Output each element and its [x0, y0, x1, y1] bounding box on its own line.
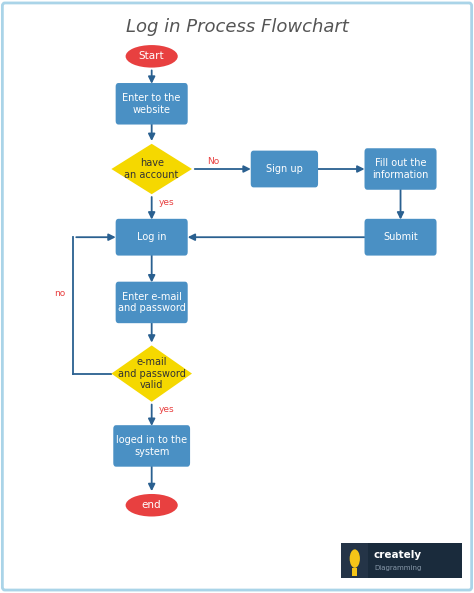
Text: yes: yes	[159, 198, 174, 207]
FancyBboxPatch shape	[116, 83, 188, 125]
Text: end: end	[142, 500, 162, 510]
Text: Log in Process Flowchart: Log in Process Flowchart	[126, 18, 348, 36]
Ellipse shape	[126, 494, 178, 517]
Text: Fill out the
information: Fill out the information	[373, 158, 428, 180]
Text: Start: Start	[139, 52, 164, 61]
Text: have
an account: have an account	[125, 158, 179, 180]
FancyBboxPatch shape	[251, 151, 318, 187]
Text: yes: yes	[159, 405, 174, 414]
FancyBboxPatch shape	[113, 425, 190, 467]
FancyBboxPatch shape	[341, 543, 462, 578]
Polygon shape	[111, 144, 192, 195]
Text: Enter e-mail
and password: Enter e-mail and password	[118, 292, 186, 313]
Ellipse shape	[350, 549, 360, 568]
Text: Sign up: Sign up	[266, 164, 303, 174]
FancyBboxPatch shape	[116, 282, 188, 323]
Text: Log in: Log in	[137, 232, 166, 242]
Text: loged in to the
system: loged in to the system	[116, 435, 187, 457]
FancyBboxPatch shape	[116, 219, 188, 256]
FancyBboxPatch shape	[341, 543, 368, 578]
Text: No: No	[207, 157, 219, 167]
Text: Enter to the
website: Enter to the website	[122, 93, 181, 114]
FancyBboxPatch shape	[365, 148, 437, 190]
Text: Diagramming: Diagramming	[374, 565, 421, 571]
Text: e-mail
and password
valid: e-mail and password valid	[118, 357, 186, 390]
Text: no: no	[55, 289, 66, 298]
Ellipse shape	[126, 45, 178, 68]
FancyBboxPatch shape	[365, 219, 437, 256]
FancyBboxPatch shape	[352, 568, 357, 576]
Text: Submit: Submit	[383, 232, 418, 242]
Text: creately: creately	[374, 550, 422, 560]
Polygon shape	[111, 345, 192, 402]
